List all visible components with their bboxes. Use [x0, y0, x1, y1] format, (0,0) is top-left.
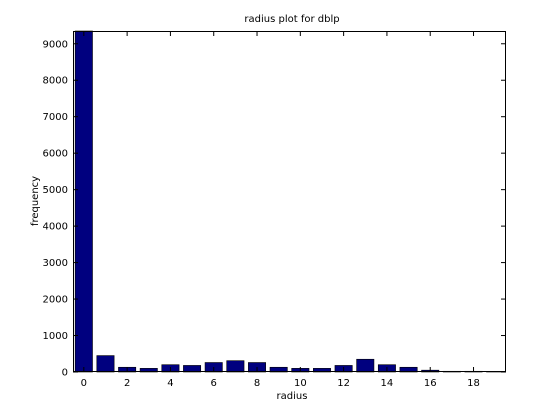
x-tick-label-4: 4 [167, 378, 173, 389]
y-tick-label-1000: 1000 [43, 331, 68, 342]
x-tick-label-6: 6 [211, 378, 217, 389]
bar-radius-1 [96, 355, 115, 373]
y-tick-label-7000: 7000 [43, 112, 68, 123]
plot-area-frame [73, 31, 506, 372]
bar-radius-13 [356, 358, 375, 373]
chart-title: radius plot for dblp [244, 14, 339, 25]
y-tick-label-3000: 3000 [43, 258, 68, 269]
x-tick-label-18: 18 [467, 378, 480, 389]
x-tick-label-12: 12 [337, 378, 350, 389]
x-tick-label-10: 10 [294, 378, 307, 389]
y-tick-label-8000: 8000 [43, 76, 68, 87]
y-tick-label-0: 0 [62, 368, 68, 379]
x-tick-label-0: 0 [81, 378, 87, 389]
bar-radius-0 [74, 30, 93, 373]
x-tick-label-2: 2 [124, 378, 130, 389]
y-tick-label-2000: 2000 [43, 295, 68, 306]
y-axis-ticks: 0 1000 2000 3000 4000 5000 6000 7000 8000 9000 [43, 39, 506, 379]
x-axis-label: radius [277, 391, 308, 402]
bar-radius-7 [226, 360, 245, 373]
x-tick-label-14: 14 [381, 378, 394, 389]
y-tick-label-5000: 5000 [43, 185, 68, 196]
y-tick-label-9000: 9000 [43, 39, 68, 50]
y-axis-label: frequency [30, 176, 41, 226]
x-tick-label-16: 16 [424, 378, 437, 389]
y-tick-label-4000: 4000 [43, 222, 68, 233]
x-tick-label-8: 8 [254, 378, 260, 389]
y-tick-label-6000: 6000 [43, 149, 68, 160]
